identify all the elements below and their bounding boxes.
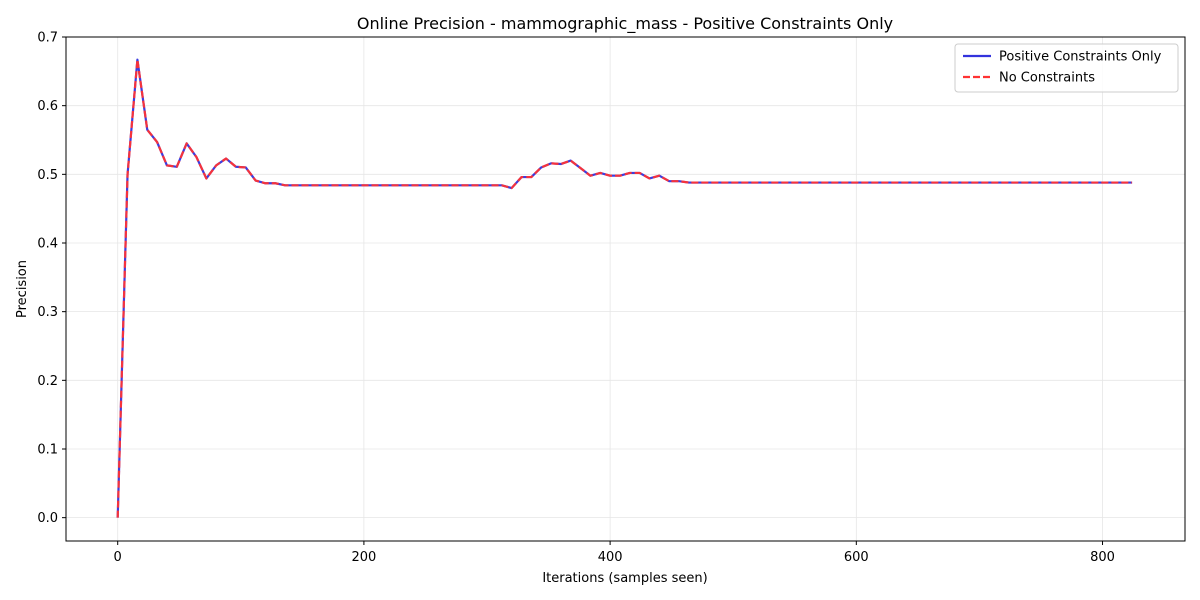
series-line-no-constraints <box>116 58 1133 518</box>
y-tick-label: 0.0 <box>37 511 58 526</box>
y-tick-label: 0.2 <box>37 374 58 389</box>
y-tick-label: 0.4 <box>37 236 58 251</box>
legend-label: No Constraints <box>999 71 1095 86</box>
y-tick-label: 0.5 <box>37 168 58 183</box>
x-tick-label: 0 <box>114 550 122 565</box>
x-tick-label: 800 <box>1090 550 1115 565</box>
y-tick-label: 0.3 <box>37 305 58 320</box>
x-axis-label: Iterations (samples seen) <box>542 571 707 586</box>
y-tick-label: 0.1 <box>37 442 58 457</box>
plot-frame <box>65 36 1186 542</box>
ticks: 0 200 400 600 800 0.0 0.1 0.2 0.3 0.4 0.5 0.6 0.7 <box>37 31 1115 566</box>
x-tick-label: 400 <box>598 550 623 565</box>
y-tick-label: 0.6 <box>37 99 58 114</box>
chart-title: Online Precision - mammographic_mass - P… <box>357 14 893 34</box>
series-layer <box>116 58 1133 518</box>
y-axis-label: Precision <box>15 260 30 318</box>
x-tick-label: 200 <box>351 550 376 565</box>
y-tick-label: 0.7 <box>37 31 58 46</box>
legend: Positive Constraints Only No Constraints <box>954 43 1179 93</box>
x-tick-label: 600 <box>844 550 869 565</box>
legend-box <box>954 43 1179 93</box>
legend-label: Positive Constraints Only <box>999 50 1162 65</box>
